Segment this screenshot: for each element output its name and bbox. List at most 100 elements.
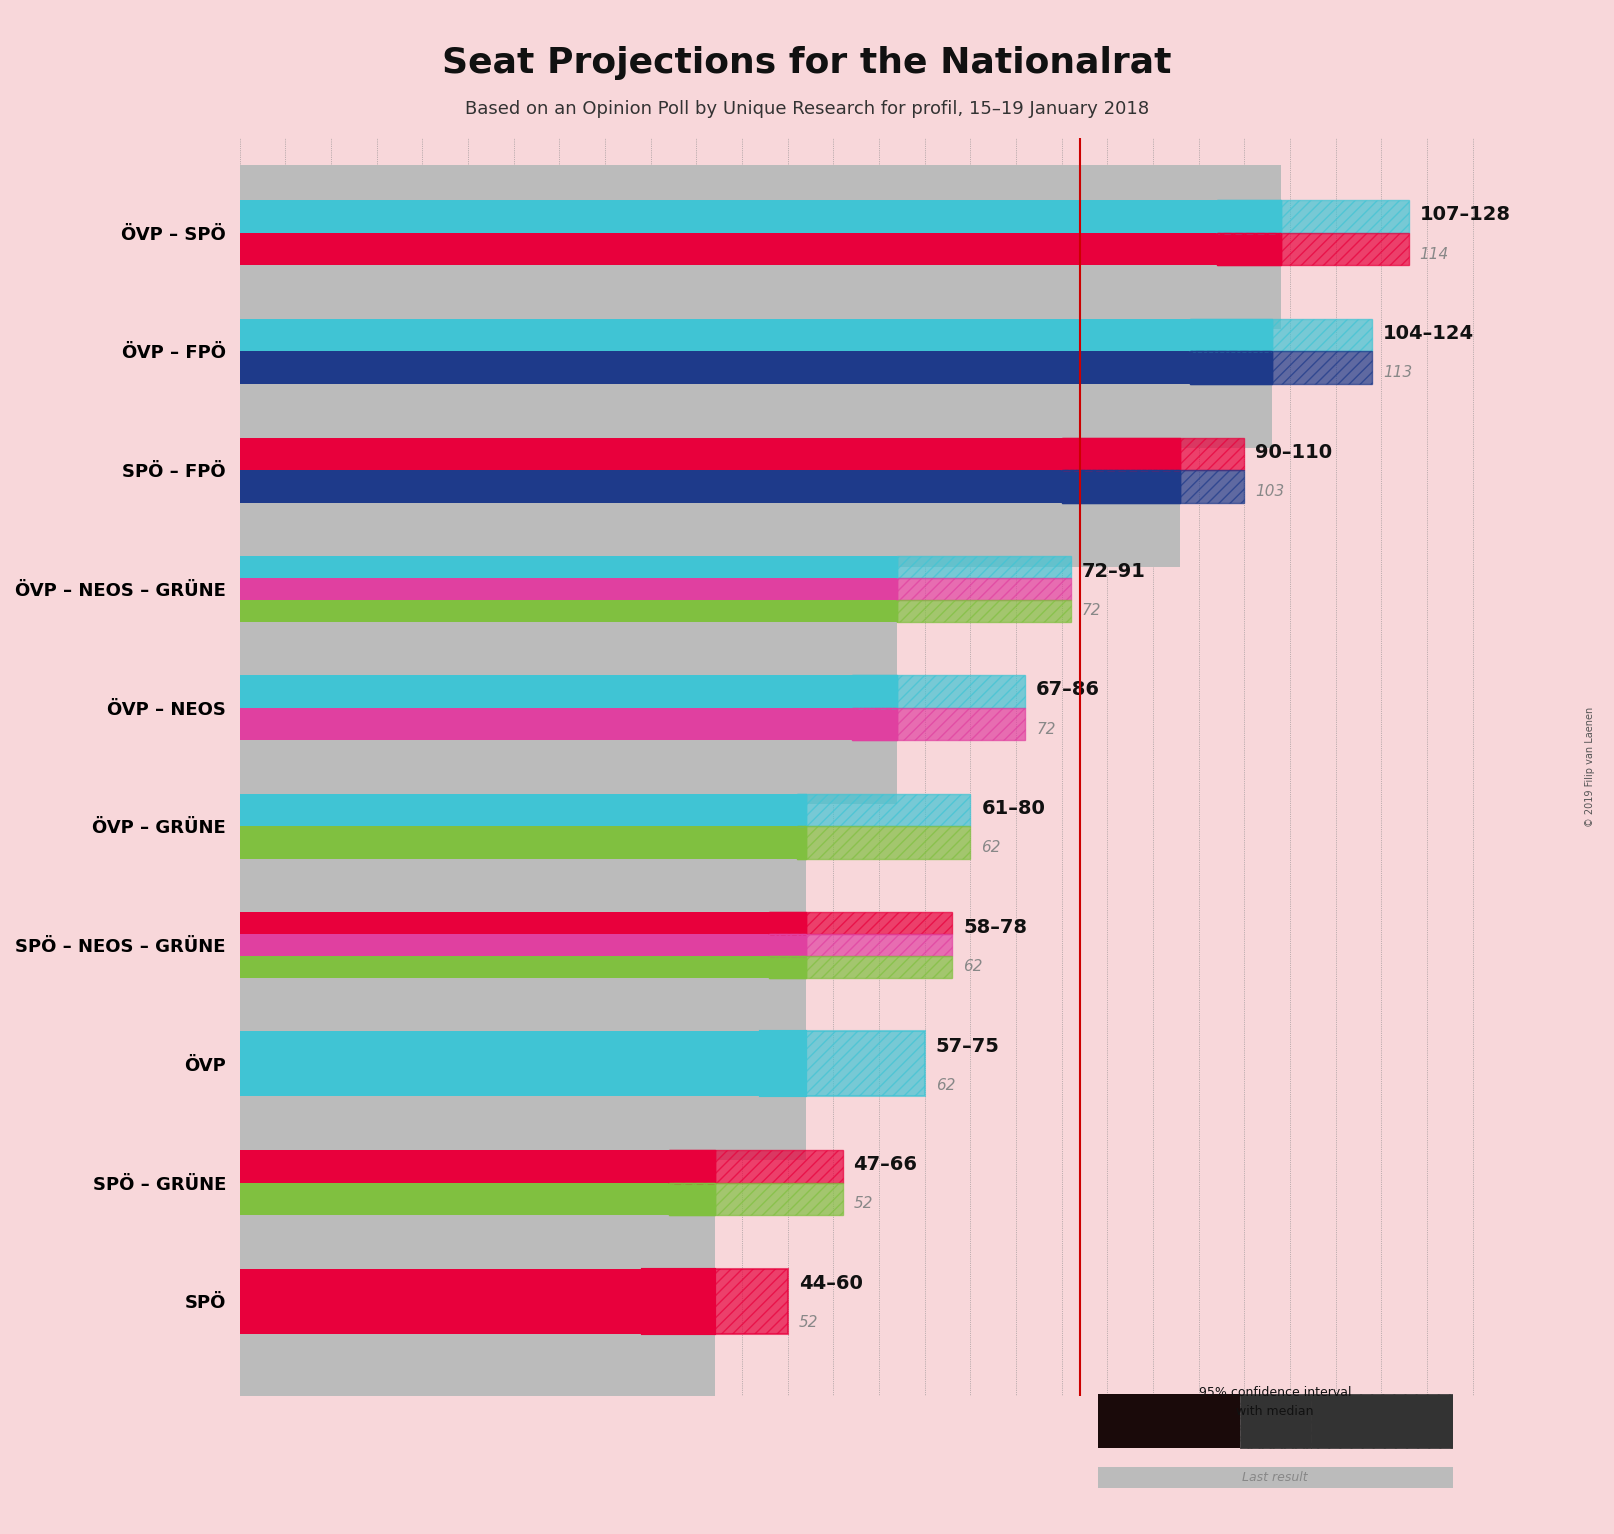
Bar (715, 1150, 843, 1183)
Text: 72: 72 (1081, 603, 1101, 618)
Text: © 2019 Filip van Laenen: © 2019 Filip van Laenen (1585, 707, 1595, 827)
Bar (668, 1150, 715, 1183)
Text: 62: 62 (981, 841, 1001, 856)
Bar (1062, 437, 1180, 469)
Bar (797, 793, 805, 827)
Text: 57–75: 57–75 (936, 1037, 999, 1055)
Bar (240, 233, 1282, 265)
Bar (1272, 319, 1372, 351)
Bar (668, 1150, 715, 1183)
Bar (770, 956, 805, 977)
Bar (1311, 1394, 1453, 1448)
Bar (1190, 351, 1272, 384)
Bar (897, 675, 1025, 707)
Bar (240, 1115, 715, 1279)
Text: 95% confidence interval: 95% confidence interval (1199, 1387, 1351, 1399)
Bar (240, 469, 1180, 503)
Text: Based on an Opinion Poll by Unique Research for profil, 15–19 January 2018: Based on an Opinion Poll by Unique Resea… (465, 100, 1149, 118)
Bar (1098, 1394, 1240, 1448)
Bar (240, 707, 897, 741)
Bar (770, 934, 805, 956)
Bar (805, 793, 970, 827)
Bar (240, 557, 897, 578)
Bar (240, 199, 1282, 233)
Text: 114: 114 (1420, 247, 1449, 262)
Bar (1282, 233, 1409, 265)
Text: 72–91: 72–91 (1081, 561, 1146, 580)
Bar (715, 1269, 788, 1335)
Bar (668, 1183, 715, 1215)
Bar (852, 675, 897, 707)
Bar (797, 827, 805, 859)
Text: 62: 62 (936, 1078, 955, 1092)
Bar (1180, 437, 1244, 469)
Bar (240, 1031, 805, 1097)
Bar (240, 351, 1272, 384)
Bar (1062, 469, 1180, 503)
Bar (1190, 351, 1272, 384)
Text: with median: with median (1236, 1405, 1314, 1417)
Text: 67–86: 67–86 (1036, 680, 1101, 700)
Bar (1217, 233, 1282, 265)
Bar (668, 1183, 715, 1215)
Text: 62: 62 (964, 959, 983, 974)
Bar (240, 578, 897, 600)
Bar (770, 913, 805, 934)
Bar (240, 600, 897, 621)
Text: 61–80: 61–80 (981, 799, 1046, 818)
Bar (240, 827, 805, 859)
Bar (760, 1031, 805, 1097)
Bar (240, 913, 805, 934)
Bar (852, 707, 897, 741)
Text: Last result: Last result (1243, 1471, 1307, 1483)
Bar (240, 675, 897, 707)
Text: 58–78: 58–78 (964, 917, 1027, 937)
Bar (770, 956, 805, 977)
Bar (642, 1269, 715, 1335)
Bar (805, 913, 952, 934)
Text: 52: 52 (799, 1315, 818, 1330)
Bar (240, 1233, 715, 1397)
Bar (805, 956, 952, 977)
Text: 72: 72 (1036, 721, 1056, 736)
Bar (805, 934, 952, 956)
Bar (805, 1031, 925, 1097)
Bar (897, 557, 1070, 578)
Bar (852, 707, 897, 741)
Text: 104–124: 104–124 (1383, 324, 1474, 344)
Bar (1190, 319, 1272, 351)
Text: 90–110: 90–110 (1256, 443, 1333, 462)
Bar (240, 1183, 715, 1215)
Bar (240, 877, 805, 1042)
Bar (897, 578, 1070, 600)
Bar (240, 640, 897, 804)
Text: 47–66: 47–66 (854, 1155, 917, 1174)
Text: 113: 113 (1383, 365, 1412, 380)
Text: Seat Projections for the Nationalrat: Seat Projections for the Nationalrat (442, 46, 1172, 80)
Bar (1282, 199, 1409, 233)
Bar (1272, 351, 1372, 384)
Bar (897, 600, 1070, 621)
Bar (240, 437, 1180, 469)
Bar (240, 956, 805, 977)
Bar (240, 164, 1282, 330)
Text: 44–60: 44–60 (799, 1273, 862, 1293)
Bar (770, 913, 805, 934)
Bar (642, 1269, 715, 1335)
Bar (240, 402, 1180, 566)
Bar (897, 707, 1025, 741)
Bar (1217, 199, 1282, 233)
Bar (1217, 199, 1282, 233)
Bar (770, 934, 805, 956)
Bar (1180, 469, 1244, 503)
Bar (797, 827, 805, 859)
Bar (240, 934, 805, 956)
Bar (760, 1031, 805, 1097)
Bar (797, 793, 805, 827)
Bar (1098, 1467, 1453, 1488)
Bar (240, 284, 1272, 448)
Text: 107–128: 107–128 (1420, 206, 1511, 224)
Bar (240, 758, 805, 923)
Bar (240, 1269, 715, 1335)
Bar (240, 1150, 715, 1183)
